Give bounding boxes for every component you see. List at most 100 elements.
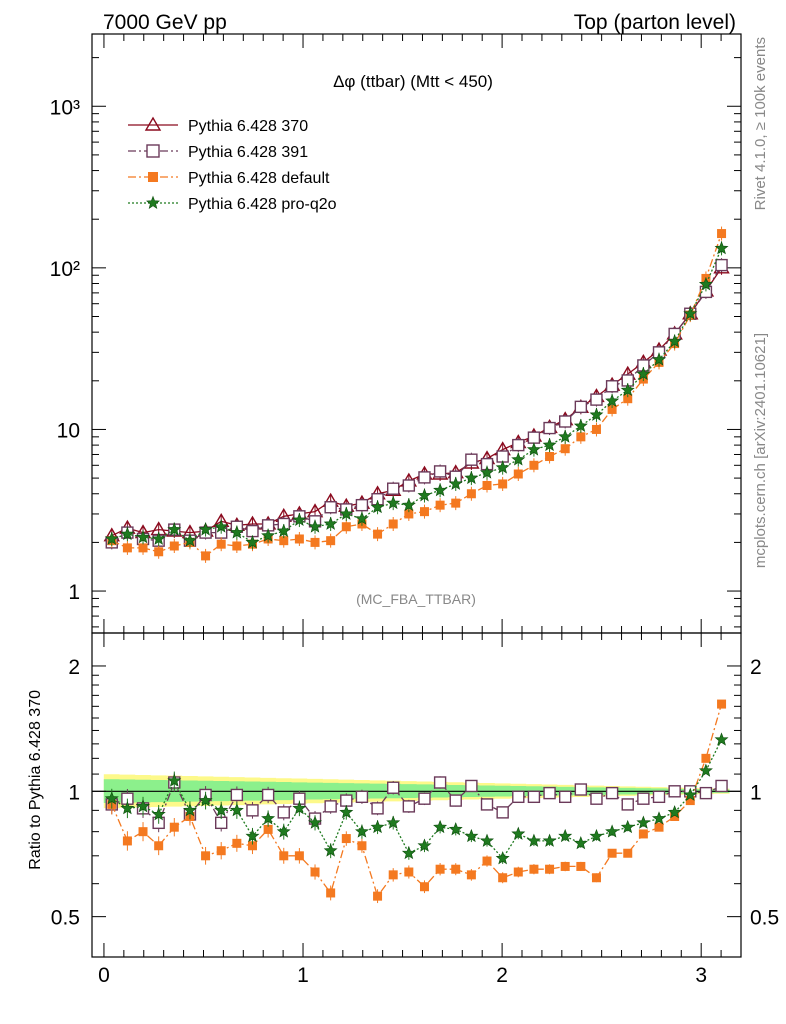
x-tick-label: 2	[496, 964, 508, 987]
data-point	[198, 522, 213, 536]
main-panel: 1 10 10² 10³	[50, 33, 742, 634]
ratio-point	[574, 783, 588, 796]
data-point	[529, 460, 539, 470]
ratio-tick-label-left: 2	[68, 656, 80, 679]
ratio-point	[154, 841, 164, 851]
ratio-point	[401, 845, 416, 860]
ratio-point	[576, 861, 586, 871]
data-point	[355, 498, 369, 512]
data-point	[482, 480, 492, 490]
ratio-point	[701, 753, 711, 763]
data-point	[435, 500, 445, 510]
data-point	[216, 539, 226, 549]
ratio-point	[373, 891, 383, 901]
data-point	[387, 482, 400, 495]
x-tick-label: 0	[98, 964, 110, 987]
data-point	[401, 497, 416, 512]
ratio-point	[715, 779, 728, 793]
x-tick-label: 1	[297, 964, 309, 987]
ratio-point	[448, 822, 463, 836]
ratio-point	[480, 798, 494, 811]
data-point	[683, 306, 698, 320]
ratio-point	[560, 861, 570, 871]
data-point	[651, 352, 666, 366]
ratio-point	[261, 811, 276, 825]
ratio-point	[451, 864, 461, 874]
ratio-point	[138, 827, 148, 837]
ratio-point	[654, 822, 664, 832]
data-point	[183, 533, 197, 547]
data-point	[373, 529, 383, 539]
data-point	[590, 393, 603, 406]
ratio-point	[294, 851, 304, 861]
ratio-point	[247, 841, 257, 851]
series-3	[104, 241, 729, 550]
data-point	[341, 522, 351, 532]
ratio-point	[652, 790, 666, 804]
ratio-point	[698, 763, 713, 777]
data-point	[261, 528, 276, 542]
mcplots-label: mcplots.cern.ch [arXiv:2401.10621]	[752, 333, 769, 568]
data-point	[276, 523, 291, 537]
data-point	[433, 465, 447, 478]
series-1	[105, 258, 728, 550]
ratio-point	[637, 792, 650, 805]
series-line	[111, 233, 723, 557]
ratio-point	[621, 798, 634, 811]
ratio-point	[636, 815, 651, 829]
data-point	[386, 495, 401, 510]
ratio-point	[433, 776, 447, 789]
data-point	[292, 512, 307, 526]
ratio-point	[104, 791, 119, 805]
ratio-point	[495, 851, 510, 865]
ratio-point	[558, 828, 573, 843]
legend-label-391: Pythia 6.428 391	[188, 144, 308, 161]
ratio-point	[605, 786, 619, 800]
data-point	[623, 394, 633, 404]
watermark: (MC_FBA_TTBAR)	[356, 591, 476, 607]
data-point	[717, 229, 727, 239]
data-point	[417, 488, 432, 502]
data-point	[418, 471, 431, 484]
ratio-point	[449, 794, 462, 807]
ratio-point	[465, 779, 478, 793]
series-2	[107, 226, 727, 563]
ratio-point	[589, 828, 604, 843]
data-point	[498, 479, 508, 489]
ratio-point	[245, 828, 260, 843]
data-point	[465, 453, 478, 466]
legend-item-391: Pythia 6.428 391	[128, 144, 308, 161]
data-point	[167, 522, 182, 536]
ratio-point	[418, 792, 431, 805]
ratio-tick-label-right: 0.5	[750, 907, 779, 930]
ratio-point	[545, 864, 555, 874]
ratio-point	[324, 800, 337, 813]
ratio-point	[326, 888, 336, 898]
y-tick-label: 1	[68, 581, 80, 604]
series-line	[111, 248, 723, 544]
ratio-point	[607, 848, 617, 858]
ratio-point	[498, 873, 508, 883]
data-point	[576, 432, 586, 442]
ratio-point	[122, 836, 132, 846]
ratio-line	[111, 739, 723, 860]
data-point	[560, 444, 570, 454]
ratio-series-2	[107, 699, 727, 904]
series-line	[111, 264, 723, 543]
data-point	[201, 551, 211, 561]
data-point	[591, 424, 601, 434]
ratio-point	[512, 790, 525, 804]
data-point	[527, 431, 541, 444]
data-point	[451, 498, 461, 508]
data-point	[433, 482, 448, 497]
ratio-point	[216, 846, 226, 856]
legend-filled-square-marker	[148, 172, 158, 182]
data-point	[419, 507, 429, 517]
ratio-point	[668, 785, 681, 798]
data-point	[589, 407, 604, 421]
ratio-point	[714, 732, 729, 746]
data-point	[154, 547, 164, 557]
ratio-point	[699, 786, 713, 800]
ratio-point	[276, 824, 291, 838]
data-point	[245, 535, 260, 549]
